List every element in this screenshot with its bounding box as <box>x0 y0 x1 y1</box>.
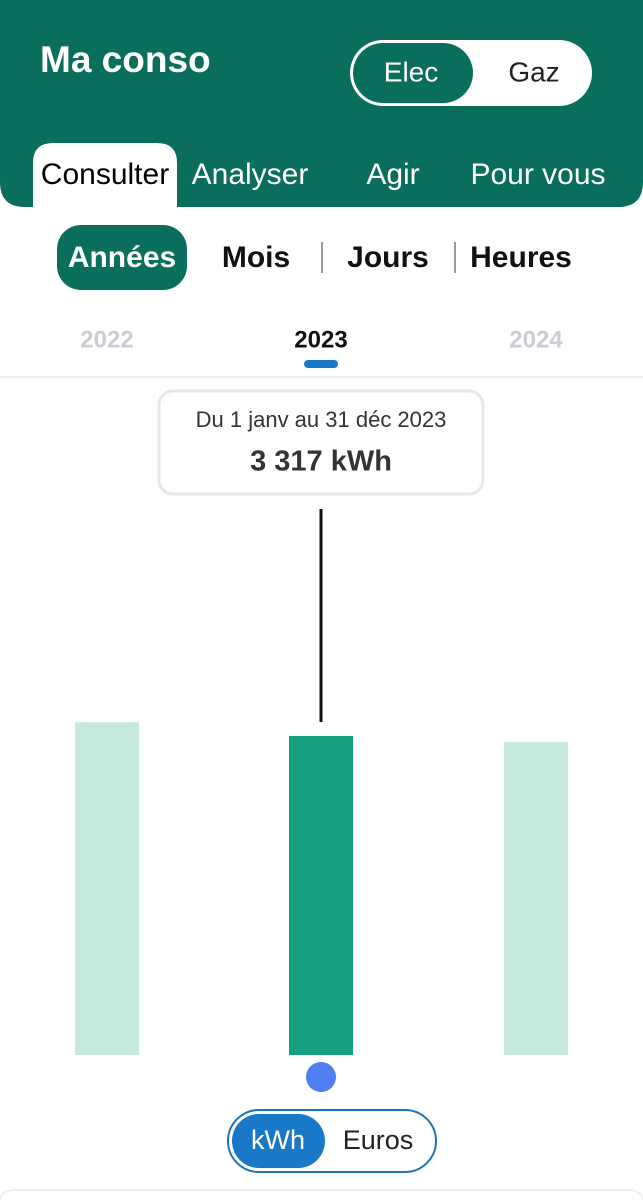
year-label: 2024 <box>509 326 563 353</box>
period[interactable]: Mois <box>222 241 290 274</box>
bottom-card <box>0 1189 643 1200</box>
unit-option[interactable]: Euros <box>343 1125 414 1155</box>
page-title: Ma conso <box>40 39 211 80</box>
period[interactable]: Jours <box>347 241 429 274</box>
active-tab <box>33 143 177 207</box>
unit-selected <box>232 1114 325 1168</box>
selection-dot <box>306 1062 336 1092</box>
year-label: 2023 <box>294 326 347 353</box>
tooltip <box>157 389 485 496</box>
year-label: 2022 <box>80 326 133 353</box>
energy-selected <box>353 43 473 103</box>
tab[interactable]: Consulter <box>41 158 169 191</box>
bar <box>504 741 568 1055</box>
unit-option[interactable]: kWh <box>251 1125 305 1155</box>
tab[interactable]: Pour vous <box>470 158 605 191</box>
period[interactable]: Années <box>68 241 176 274</box>
toggle-option[interactable]: Gaz <box>508 56 559 87</box>
tooltip-period: Du 1 janv au 31 déc 2023 <box>196 407 447 432</box>
year-indicator <box>304 360 338 368</box>
tab[interactable]: Agir <box>366 158 419 191</box>
tab[interactable]: Analyser <box>192 158 309 191</box>
tooltip-value: 3 317 kWh <box>250 446 392 478</box>
bar <box>289 736 353 1055</box>
toggle-option[interactable]: Elec <box>384 56 438 87</box>
period-selected <box>57 225 187 290</box>
period[interactable]: Heures <box>470 241 572 274</box>
bar <box>75 722 139 1055</box>
